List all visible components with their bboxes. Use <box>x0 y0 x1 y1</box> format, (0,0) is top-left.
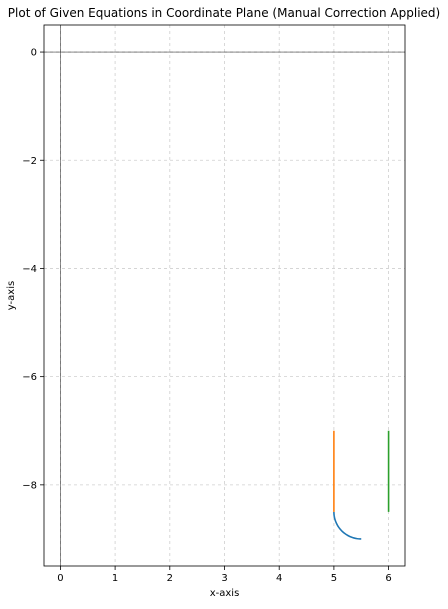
series-arc <box>333 511 362 540</box>
x-tick-label: 0 <box>57 573 63 584</box>
ticks: 0 1 2 3 4 5 6 0 −2 −4 −6 −8 <box>22 48 392 584</box>
x-tick-label: 4 <box>276 573 282 584</box>
x-tick-label: 2 <box>167 573 173 584</box>
y-tick-label: −2 <box>22 156 37 167</box>
y-axis-label: y-axis <box>6 281 17 310</box>
x-tick-label: 3 <box>221 573 227 584</box>
x-tick-label: 5 <box>331 573 337 584</box>
series-layer <box>333 430 390 540</box>
x-axis-label: x-axis <box>210 588 240 599</box>
y-tick-label: −4 <box>22 264 37 275</box>
chart-title: Plot of Given Equations in Coordinate Pl… <box>8 6 440 20</box>
x-tick-label: 6 <box>385 573 391 584</box>
y-tick-label: 0 <box>31 48 37 59</box>
grid-lines <box>44 25 405 566</box>
y-tick-label: −8 <box>22 480 37 491</box>
x-tick-label: 1 <box>112 573 118 584</box>
zero-axis-lines <box>44 25 405 566</box>
y-tick-label: −6 <box>22 372 37 383</box>
